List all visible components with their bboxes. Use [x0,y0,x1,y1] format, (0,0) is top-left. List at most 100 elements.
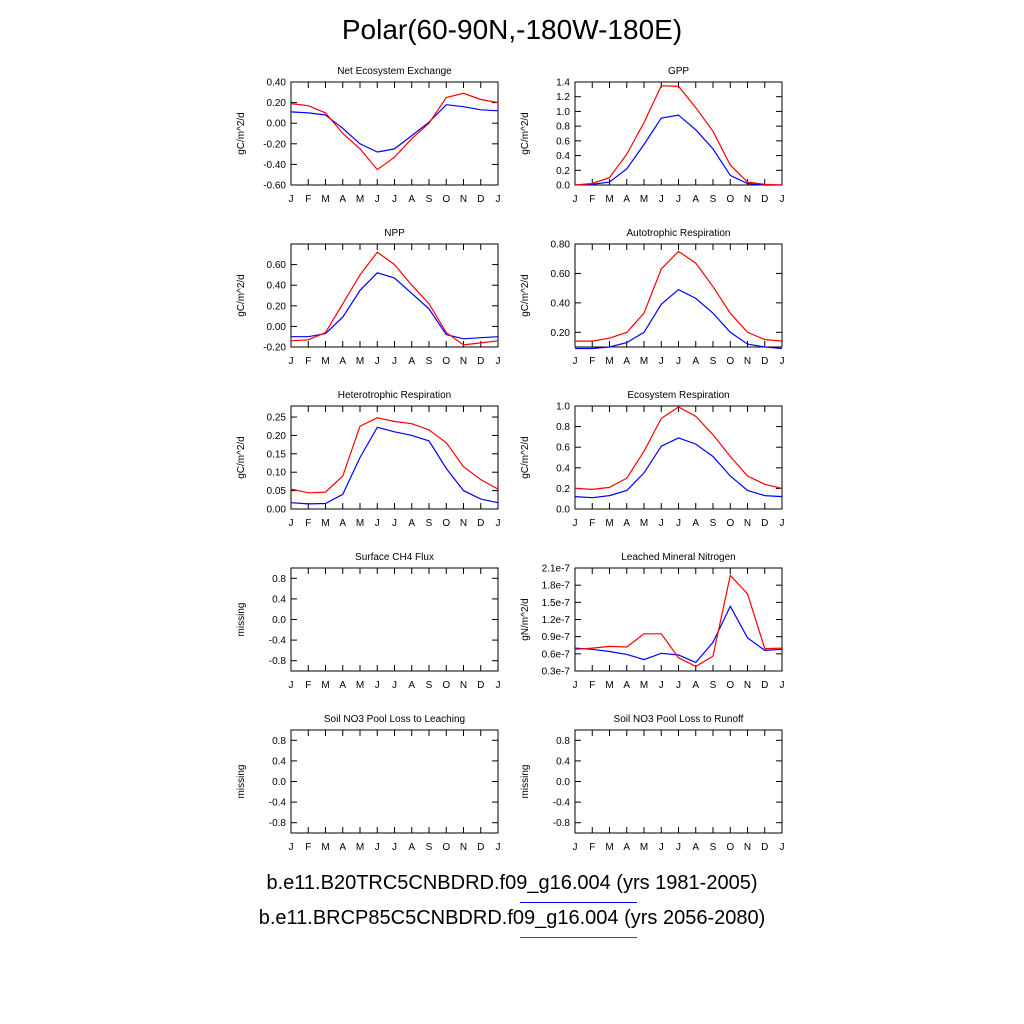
x-tick-label: J [573,680,578,691]
x-tick-label: J [392,680,397,691]
x-tick-label: J [289,194,294,205]
plot-frame [290,243,499,348]
x-tick-label: O [726,518,734,529]
y-axis-label: missing [236,603,247,637]
y-tick-label: 1.4 [556,78,570,89]
x-tick-label: N [460,518,467,529]
x-tick-label: S [426,680,433,691]
x-tick-label: M [356,518,364,529]
x-tick-label: N [460,842,467,853]
x-tick-label: N [744,680,751,691]
y-tick-label: 0.40 [267,78,287,89]
chart-panel: Heterotrophic Respiration gC/m^2/d 0.00 0.0… [236,390,501,529]
y-tick-label: -0.8 [553,818,571,829]
y-tick-label: 0.0 [556,505,570,516]
y-tick-label: 0.2 [556,166,570,177]
x-tick-label: J [676,842,681,853]
x-tick-label: J [780,194,785,205]
x-tick-label: D [477,518,484,529]
series-line [574,114,782,186]
x-tick-label: A [692,194,699,205]
y-tick-label: 0.4 [556,756,570,767]
chart-panel: Autotrophic Respiration gC/m^2/d 0.20 0.40 0… [520,228,785,367]
y-tick-label: 0.15 [267,449,287,460]
y-axis-label: missing [236,765,247,799]
y-tick-label: -0.20 [263,343,286,354]
x-tick-label: J [375,356,380,367]
x-tick-label: M [605,680,613,691]
series-line [290,417,499,494]
x-tick-label: J [392,194,397,205]
x-tick-label: O [442,194,450,205]
legend-label-future: b.e11.BRCP85C5CNBDRD.f09_g16.004 (yrs 20… [258,907,766,929]
x-tick-label: A [623,680,630,691]
y-tick-label: -0.40 [263,160,286,171]
chart-panel: Soil NO3 Pool Loss to Runoff missing -0.8 -… [520,714,785,853]
y-tick-label: 0.6 [556,443,570,454]
y-tick-label: 0.20 [267,98,287,109]
x-tick-label: N [460,194,467,205]
x-tick-label: J [496,680,501,691]
x-tick-label: A [339,194,346,205]
x-tick-label: M [605,356,613,367]
y-tick-label: 0.4 [556,463,570,474]
x-tick-label: S [710,194,717,205]
y-tick-label: 0.4 [556,151,570,162]
x-tick-label: N [744,842,751,853]
chart-title: Autotrophic Respiration [627,228,731,239]
y-tick-label: 2.1e-7 [542,564,571,575]
x-tick-label: F [305,356,311,367]
chart-title: Soil NO3 Pool Loss to Leaching [324,714,465,725]
series-line [290,251,499,346]
y-tick-label: 0.8 [556,736,570,747]
chart-panel: Soil NO3 Pool Loss to Leaching missing -0.… [236,714,501,853]
x-tick-label: J [659,518,664,529]
x-tick-label: D [477,680,484,691]
plot-frame [290,567,499,672]
x-tick-label: O [442,518,450,529]
x-tick-label: S [710,518,717,529]
y-tick-label: -0.4 [269,636,287,647]
x-tick-label: N [744,194,751,205]
y-tick-label: 0.20 [551,328,571,339]
x-tick-label: J [659,842,664,853]
x-tick-label: O [726,194,734,205]
y-tick-label: -0.8 [269,656,287,667]
x-tick-label: J [573,842,578,853]
y-tick-label: -0.8 [269,818,287,829]
x-tick-label: J [780,680,785,691]
x-tick-label: J [780,518,785,529]
x-tick-label: J [392,842,397,853]
x-tick-label: F [589,194,595,205]
x-tick-label: O [726,680,734,691]
y-tick-label: 0.00 [267,322,287,333]
series-line [575,250,783,342]
x-tick-label: M [640,518,648,529]
x-tick-label: J [496,842,501,853]
y-tick-label: 1.0 [556,107,570,118]
x-tick-label: J [573,518,578,529]
x-tick-label: J [375,680,380,691]
series-line [575,288,783,350]
x-tick-label: A [692,680,699,691]
y-tick-label: 0.8 [272,736,286,747]
y-tick-label: 0.4 [272,756,286,767]
x-tick-label: F [305,194,311,205]
series-line [574,406,783,491]
x-tick-label: A [623,842,630,853]
y-tick-label: 0.2 [556,484,570,495]
x-tick-label: A [692,356,699,367]
x-tick-label: O [442,842,450,853]
x-tick-label: A [408,842,415,853]
y-axis-label: gC/m^2/d [520,436,531,479]
plot-frame [574,729,783,834]
y-axis-label: missing [520,765,531,799]
x-tick-label: J [676,680,681,691]
y-tick-label: 0.6 [556,136,570,147]
x-tick-label: S [710,680,717,691]
series-line [574,437,783,499]
y-tick-label: 0.60 [551,269,571,280]
x-tick-label: A [692,842,699,853]
y-tick-label: 1.2 [556,92,570,103]
x-tick-label: D [477,356,484,367]
